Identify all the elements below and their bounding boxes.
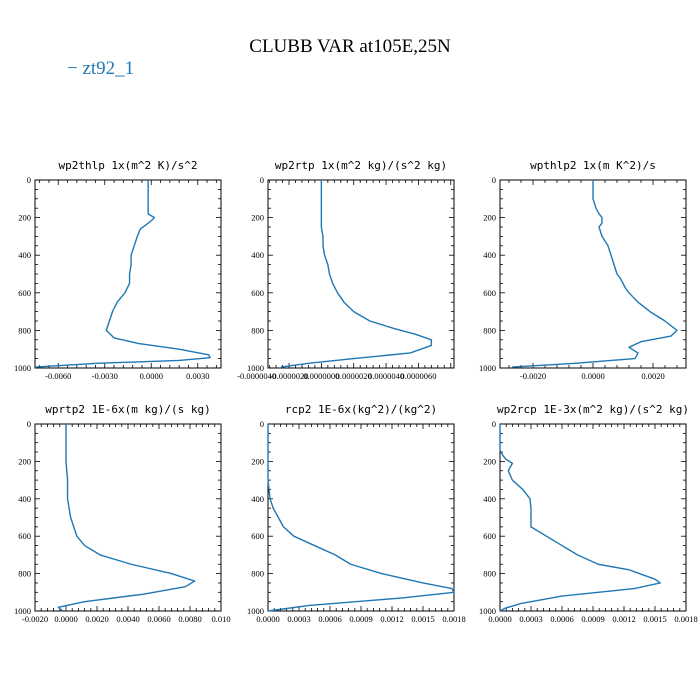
x-tick-label: 0.0009 [349, 614, 372, 624]
y-tick-label: 400 [483, 494, 496, 504]
x-tick-label: -0.0020 [520, 371, 546, 381]
x-tick-label: -0.0030 [92, 371, 118, 381]
x-tick-label: 0.0000 [581, 371, 604, 381]
x-tick-label: 0.0012 [612, 614, 635, 624]
y-tick-label: 600 [18, 531, 31, 541]
x-tick-label: 0.0006 [318, 614, 341, 624]
y-tick-label: 200 [251, 456, 264, 466]
figure-title: CLUBB VAR at105E,25N [249, 36, 451, 57]
y-tick-label: 400 [251, 250, 264, 260]
panel-title: wprtp2 1E-6x(m kg)/(s kg) [45, 403, 211, 416]
plot-panel-1: wp2thlp 1x(m^2 K)/s^2 0 200 400 600 800 1000 -0… [14, 159, 222, 381]
x-tick-label: 0.0000000 [303, 371, 339, 381]
x-tick-label: 0.0015 [411, 614, 434, 624]
x-tick-label: -0.0000020 [270, 371, 309, 381]
series-line-zt92_1 [499, 424, 661, 612]
y-tick-label: 400 [483, 250, 496, 260]
x-tick-label: 0.0018 [674, 614, 697, 624]
plot-panel-2: wp2rtp 1x(m^2 kg)/(s^2 kg) 0 200 400 600 800 1… [237, 159, 455, 381]
x-tick-label: 0.0000020 [336, 371, 372, 381]
y-tick-label: 200 [18, 456, 31, 466]
x-tick-label: 0.010 [211, 614, 230, 624]
y-tick-label: 0 [492, 419, 496, 429]
x-tick-label: 0.0080 [178, 614, 201, 624]
plot-frame [34, 423, 222, 612]
series-line-zt92_1 [57, 424, 196, 612]
y-tick-label: 800 [483, 325, 496, 335]
y-tick-label: 400 [18, 494, 31, 504]
x-tick-label: 0.0000 [488, 614, 511, 624]
panel-title: wp2thlp 1x(m^2 K)/s^2 [58, 159, 197, 172]
series-line-zt92_1 [511, 180, 678, 368]
x-tick-label: 0.0003 [287, 614, 310, 624]
y-tick-label: 1000 [14, 606, 31, 616]
x-tick-label: -0.0000040 [237, 371, 276, 381]
plot-frame [499, 179, 687, 369]
panel-title: wpthlp2 1x(m K^2)/s [530, 159, 656, 172]
x-tick-label: 0.0000 [54, 614, 77, 624]
plot-panel-5: rcp2 1E-6x(kg^2)/(kg^2) 0 200 400 600 800 1000… [247, 403, 466, 624]
y-tick-label: 0 [27, 419, 31, 429]
x-tick-label: 0.0030 [186, 371, 209, 381]
plot-frame [267, 179, 455, 369]
y-tick-label: 800 [251, 325, 264, 335]
x-tick-label: 0.0006 [550, 614, 573, 624]
y-tick-label: 1000 [479, 363, 496, 373]
x-tick-label: 0.0020 [85, 614, 108, 624]
y-tick-label: 200 [483, 456, 496, 466]
x-tick-label: 0.0000040 [368, 371, 404, 381]
x-tick-label: 0.0000060 [400, 371, 436, 381]
y-tick-label: 0 [27, 175, 31, 185]
plot-panel-3: wpthlp2 1x(m K^2)/s 0 200 400 600 800 1000 -0.0… [479, 159, 687, 381]
y-tick-label: 200 [483, 213, 496, 223]
x-tick-label: 0.0060 [147, 614, 170, 624]
y-tick-label: 800 [251, 569, 264, 579]
x-tick-label: 0.0015 [643, 614, 666, 624]
y-tick-label: 0 [260, 419, 264, 429]
y-tick-label: 0 [260, 175, 264, 185]
y-tick-label: 1000 [14, 363, 31, 373]
y-tick-label: 200 [251, 213, 264, 223]
y-tick-label: 1000 [479, 606, 496, 616]
y-tick-label: 1000 [247, 363, 264, 373]
series-line-zt92_1 [280, 180, 433, 368]
x-tick-label: 0.0009 [581, 614, 604, 624]
x-tick-label: 0.0040 [116, 614, 139, 624]
y-tick-label: 200 [18, 213, 31, 223]
x-tick-label: -0.0060 [45, 371, 71, 381]
y-tick-label: 600 [483, 531, 496, 541]
y-tick-label: 400 [251, 494, 264, 504]
y-tick-label: 600 [483, 288, 496, 298]
y-tick-label: 800 [483, 569, 496, 579]
panel-title: rcp2 1E-6x(kg^2)/(kg^2) [285, 403, 437, 416]
series-line-zt92_1 [34, 180, 211, 368]
x-tick-label: 0.0018 [442, 614, 465, 624]
y-tick-label: 600 [251, 531, 264, 541]
x-tick-label: -0.0020 [22, 614, 48, 624]
y-tick-label: 800 [18, 569, 31, 579]
plot-panel-4: wprtp2 1E-6x(m kg)/(s kg) 0 200 400 600 800 10… [14, 403, 231, 624]
panel-title: wp2rcp 1E-3x(m^2 kg)/(s^2 kg) [497, 403, 689, 416]
x-tick-label: 0.0020 [641, 371, 664, 381]
y-tick-label: 800 [18, 325, 31, 335]
x-tick-label: 0.0000 [140, 371, 163, 381]
series-line-zt92_1 [267, 424, 455, 612]
x-tick-label: 0.0000 [256, 614, 279, 624]
legend-entry: − zt92_1 [67, 58, 135, 79]
y-tick-label: 0 [492, 175, 496, 185]
plot-frame [34, 179, 222, 369]
panel-title: wp2rtp 1x(m^2 kg)/(s^2 kg) [275, 159, 447, 172]
y-tick-label: 600 [18, 288, 31, 298]
x-tick-label: 0.0012 [380, 614, 403, 624]
y-tick-label: 400 [18, 250, 31, 260]
plot-panel-6: wp2rcp 1E-3x(m^2 kg)/(s^2 kg)0 200 400 600 8… [479, 403, 698, 624]
x-tick-label: 0.0003 [519, 614, 542, 624]
y-tick-label: 1000 [247, 606, 264, 616]
y-tick-label: 600 [251, 288, 264, 298]
